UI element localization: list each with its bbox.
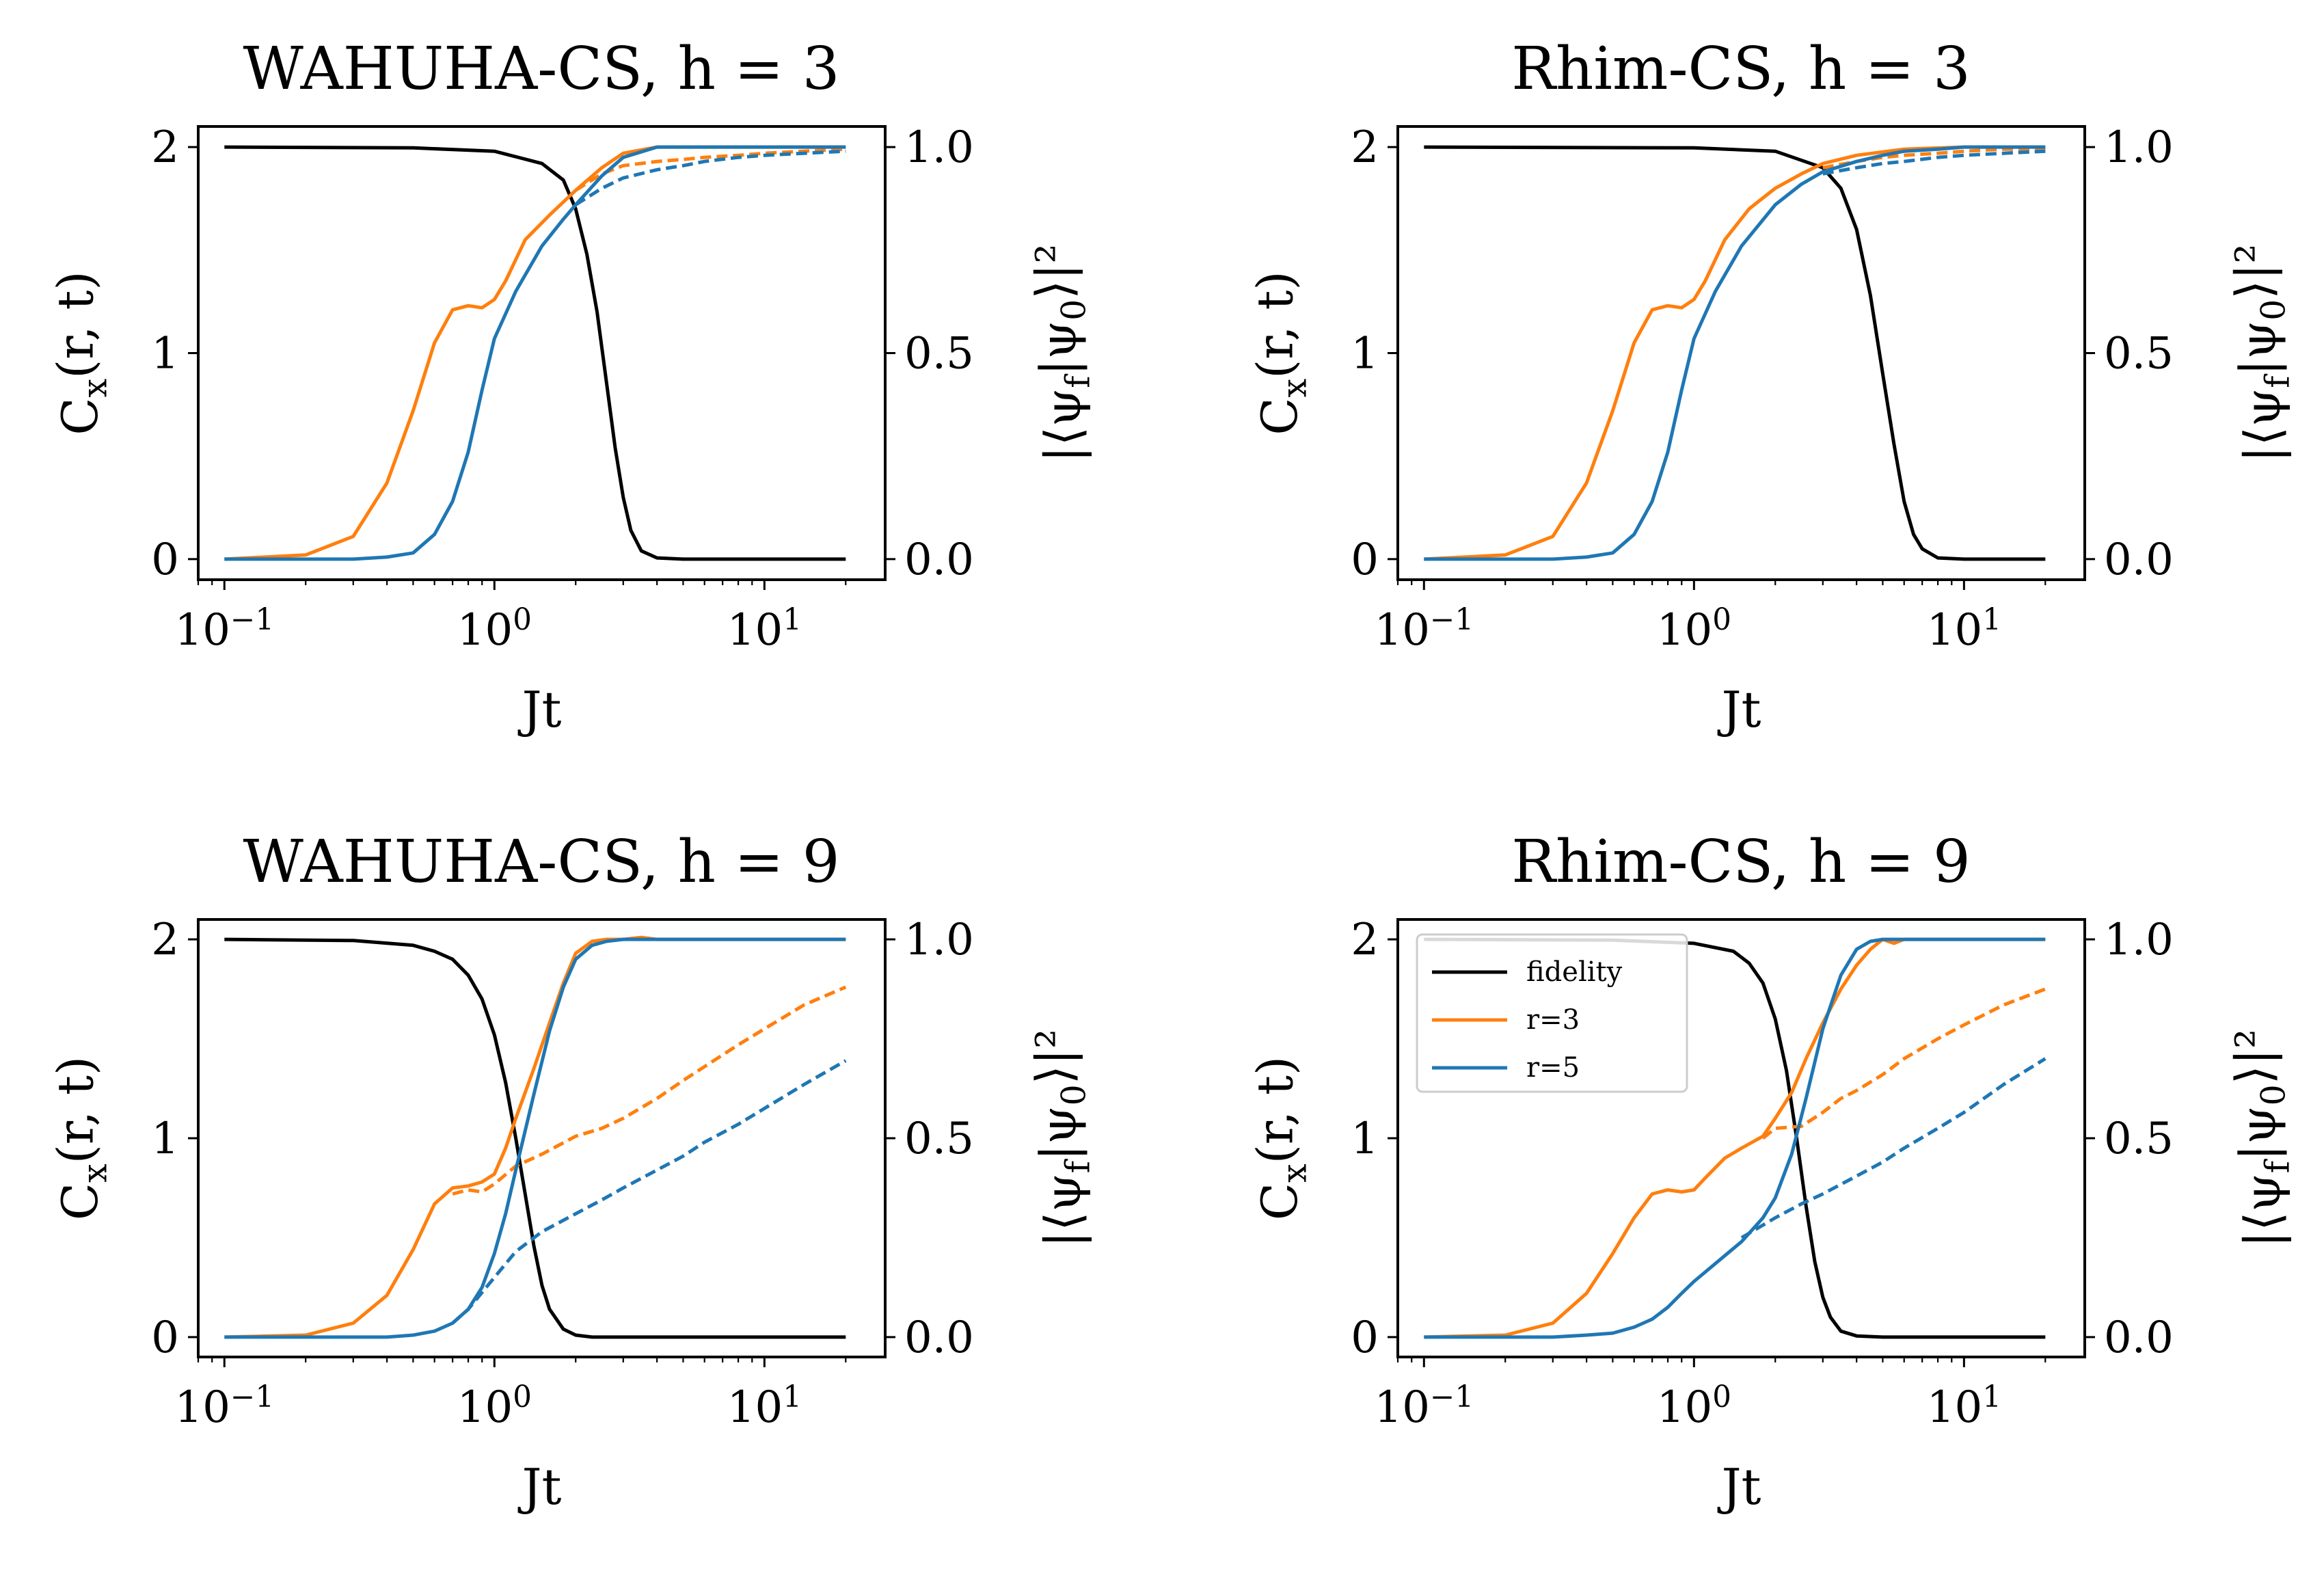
x-tick-label: 100 bbox=[457, 1380, 532, 1433]
series-line-r3-solid bbox=[224, 935, 846, 1339]
y-right-tick-label: 1.0 bbox=[2104, 915, 2174, 965]
series-line-r5-dashed bbox=[1740, 1057, 2046, 1239]
chart-title: WAHUHA-CS, h = 9 bbox=[243, 828, 839, 896]
series-line-r3-dashed bbox=[574, 147, 846, 192]
chart-title: WAHUHA-CS, h = 3 bbox=[243, 35, 839, 103]
axes-frame bbox=[197, 125, 887, 581]
chart-title: Rhim-CS, h = 3 bbox=[1511, 35, 1970, 103]
y-left-tick-label: 1 bbox=[151, 1114, 179, 1164]
x-axis-label: Jt bbox=[1717, 1458, 1761, 1516]
y-left-tick-label: 1 bbox=[151, 329, 179, 379]
y-axis-label-right: |⟨ψf|ψ0⟩|² bbox=[2225, 1029, 2297, 1248]
series-line-r5-dashed bbox=[574, 149, 846, 206]
x-axis-label: Jt bbox=[517, 681, 562, 738]
series-line-r5-dashed bbox=[1822, 149, 2046, 176]
series-line-fidelity-solid bbox=[224, 937, 846, 1339]
y-left-tick-label: 0 bbox=[1351, 535, 1379, 585]
y-left-tick-label: 2 bbox=[1351, 915, 1379, 965]
y-left-tick-label: 0 bbox=[1351, 1313, 1379, 1363]
legend-label-r3: r=3 bbox=[1526, 1004, 1580, 1036]
series-group bbox=[224, 935, 847, 1339]
axes-frame bbox=[1396, 125, 2086, 581]
chart-title: Rhim-CS, h = 9 bbox=[1511, 828, 1970, 896]
y-axis-label-right: |⟨ψf|ψ0⟩|² bbox=[1025, 243, 1098, 462]
legend: fidelity r=3 r=5 bbox=[1416, 933, 1688, 1093]
y-axis-label-right: |⟨ψf|ψ0⟩|² bbox=[1025, 1029, 1098, 1248]
chart-panel-rhim-h3: Rhim-CS, h = 310−1 100 1010120.00.51.0JtCx… bbox=[1247, 35, 2297, 738]
axes-frame bbox=[197, 918, 887, 1358]
x-tick-label: 100 bbox=[1657, 603, 1731, 656]
y-right-tick-label: 0.5 bbox=[904, 1114, 974, 1164]
y-right-tick-label: 0.0 bbox=[2104, 1313, 2174, 1363]
series-line-r5-solid bbox=[1424, 145, 2046, 561]
series-line-fidelity-solid bbox=[224, 145, 846, 561]
y-right-tick-label: 1.0 bbox=[2104, 122, 2174, 173]
x-tick-label: 10−1 bbox=[174, 1380, 274, 1433]
y-left-tick-label: 0 bbox=[151, 535, 179, 585]
series-line-r5-solid bbox=[224, 937, 846, 1339]
x-tick-label: 100 bbox=[1657, 1380, 1731, 1433]
series-line-r3-solid bbox=[1424, 145, 2046, 561]
x-tick-label: 101 bbox=[727, 1380, 802, 1433]
y-right-tick-label: 1.0 bbox=[904, 915, 974, 965]
legend-label-r5: r=5 bbox=[1526, 1052, 1580, 1084]
x-tick-label: 101 bbox=[1927, 1380, 2001, 1433]
x-tick-label: 101 bbox=[1927, 603, 2001, 656]
series-line-fidelity-solid bbox=[1424, 145, 2046, 561]
y-left-tick-label: 2 bbox=[1351, 122, 1379, 173]
chart-panel-rhim-h9: Rhim-CS, h = 910−1 100 1010120.00.51.0JtCx… bbox=[1247, 828, 2297, 1516]
y-axis-label: Cx(r, t) bbox=[1247, 271, 1314, 435]
y-left-tick-label: 1 bbox=[1351, 1114, 1379, 1164]
y-axis-label: Cx(r, t) bbox=[1247, 1056, 1314, 1220]
y-right-tick-label: 0.0 bbox=[2104, 535, 2174, 585]
y-axis-label-right: |⟨ψf|ψ0⟩|² bbox=[2225, 243, 2297, 462]
series-line-r5-dashed bbox=[451, 1059, 847, 1325]
y-left-tick-label: 2 bbox=[151, 915, 179, 965]
series-line-r5-solid bbox=[224, 145, 846, 561]
y-axis-label: Cx(r, t) bbox=[47, 1056, 115, 1220]
y-right-tick-label: 0.0 bbox=[904, 535, 974, 585]
series-group bbox=[1424, 937, 2046, 1339]
y-left-tick-label: 0 bbox=[151, 1313, 179, 1363]
x-tick-label: 100 bbox=[457, 603, 532, 656]
series-line-r3-solid bbox=[224, 145, 846, 561]
chart-panel-wahuha-h9: WAHUHA-CS, h = 910−1 100 1010120.00.51.0Jt… bbox=[47, 828, 1098, 1516]
series-line-r5-solid bbox=[1424, 937, 2046, 1339]
y-right-tick-label: 1.0 bbox=[904, 122, 974, 173]
x-tick-label: 10−1 bbox=[1374, 1380, 1474, 1433]
x-tick-label: 101 bbox=[727, 603, 802, 656]
y-axis-label: Cx(r, t) bbox=[47, 271, 115, 435]
series-group bbox=[224, 145, 846, 561]
y-right-tick-label: 0.5 bbox=[2104, 1114, 2174, 1164]
legend-label-fidelity: fidelity bbox=[1526, 956, 1623, 988]
x-axis-label: Jt bbox=[1717, 681, 1761, 738]
series-line-r3-dashed bbox=[452, 985, 847, 1196]
x-tick-label: 10−1 bbox=[1374, 603, 1474, 656]
x-tick-label: 10−1 bbox=[174, 603, 274, 656]
y-right-tick-label: 0.5 bbox=[904, 329, 974, 379]
y-left-tick-label: 1 bbox=[1351, 329, 1379, 379]
series-group bbox=[1424, 145, 2046, 561]
chart-panel-wahuha-h3: WAHUHA-CS, h = 310−1 100 1010120.00.51.0Jt… bbox=[47, 35, 1098, 738]
x-axis-label: Jt bbox=[517, 1458, 562, 1516]
y-right-tick-label: 0.5 bbox=[2104, 329, 2174, 379]
y-right-tick-label: 0.0 bbox=[904, 1313, 974, 1363]
y-left-tick-label: 2 bbox=[151, 122, 179, 173]
